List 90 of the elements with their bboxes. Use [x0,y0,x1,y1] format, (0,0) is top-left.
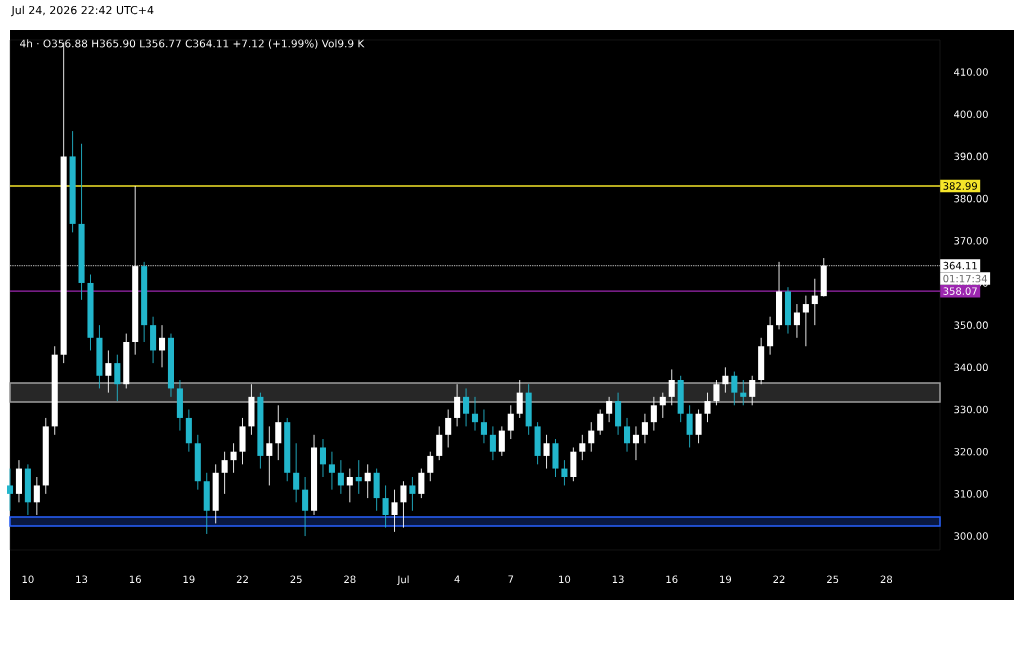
y-tick-label: 400.00 [954,110,988,119]
candlestick [337,459,344,495]
candlestick [588,421,595,453]
y-tick-label: 350.00 [954,321,988,329]
candlestick [695,409,702,444]
candlestick [579,434,586,461]
x-tick-label: Jul [396,575,409,586]
candlestick [221,451,228,495]
candlestick [516,379,523,419]
candlestick [659,392,666,419]
y-tick-label: 380.00 [954,194,988,203]
text: Jul 24, 2026 22:42 UTC+4 [10,5,154,17]
candlestick [543,434,550,470]
y-tick-label: 300.00 [954,532,988,540]
candlestick [632,425,640,461]
candlestick [302,476,309,537]
text: 01:17:34 [943,274,988,283]
candlestick [445,409,452,448]
candlestick [463,387,470,427]
candlestick [740,379,747,406]
candlestick [6,468,14,512]
candlestick [749,375,756,406]
candlestick [346,468,353,503]
candlestick [811,278,818,326]
candlestick [498,425,505,457]
candlestick [364,463,371,499]
candlestick [436,425,443,461]
x-tick-label: 22 [773,575,785,583]
ref-line-label: 364.11 [943,261,977,270]
ref-line-label: 382.99 [943,182,977,190]
y-tick-label: 410.00 [954,68,988,76]
candlestick [319,438,327,478]
annotation: 4h · O356.88 H365.90 L356.77 C364.11 +7.12 (+1.99%) Vol9.9 K [20,39,365,49]
x-tick-label: 28 [344,575,356,584]
candlestick [400,480,407,529]
candlestick [606,396,613,423]
x-tick-label: 16 [129,575,141,584]
candlestick [722,366,729,394]
y-tick-label: 370.00 [954,236,988,245]
candlestick [409,476,416,512]
candlestick [355,459,362,495]
x-tick-label: 7 [508,575,514,583]
candlestick [266,425,273,486]
candlestick [713,379,720,406]
candlestick [489,425,496,461]
candlestick [802,295,809,347]
candlestick [704,392,711,423]
candlestick [418,468,425,499]
x-tick-label: 16 [666,575,678,584]
x-tick-label: 4 [454,575,460,583]
candlestick [480,409,487,444]
candlestick [731,371,738,406]
candlestick [328,451,335,491]
candlestick [561,459,568,486]
candlestick [793,303,800,339]
x-tick-label: 13 [76,575,88,584]
candlestick [767,316,774,356]
candlestick [427,451,434,482]
candlestick [471,396,479,432]
candlestick [275,404,282,461]
y-tick-label: 310.00 [954,490,988,498]
x-tick-label: 19 [720,575,732,584]
candlestick [454,383,461,427]
candlestick [105,350,112,394]
candlestick [641,413,648,444]
x-tick-label: 13 [612,575,624,584]
candlestick [114,354,121,402]
x-tick-label: 28 [880,575,893,584]
x-tick-label: 22 [236,575,248,583]
candlestick [507,404,514,440]
candlestick [391,489,398,533]
x-tick-label: 25 [827,575,839,584]
candlestick [230,442,237,474]
x-tick-label: 19 [183,575,195,584]
x-tick-label: 10 [559,575,571,584]
x-tick-label: 10 [22,575,34,584]
candlestick [623,417,631,453]
candlestick [686,404,693,448]
candlestick [597,409,604,436]
candlestick [650,396,657,432]
candlestick [158,324,166,368]
y-tick-label: 340.00 [954,363,988,372]
candlestick [382,485,389,529]
candlestick [293,442,300,503]
candlestick [668,368,675,406]
x-tick-label: 25 [290,575,302,584]
candlestick [33,476,40,516]
y-tick-label: 330.00 [954,405,988,414]
y-tick-label: 320.00 [954,447,988,456]
y-tick-label: 390.00 [954,152,988,161]
